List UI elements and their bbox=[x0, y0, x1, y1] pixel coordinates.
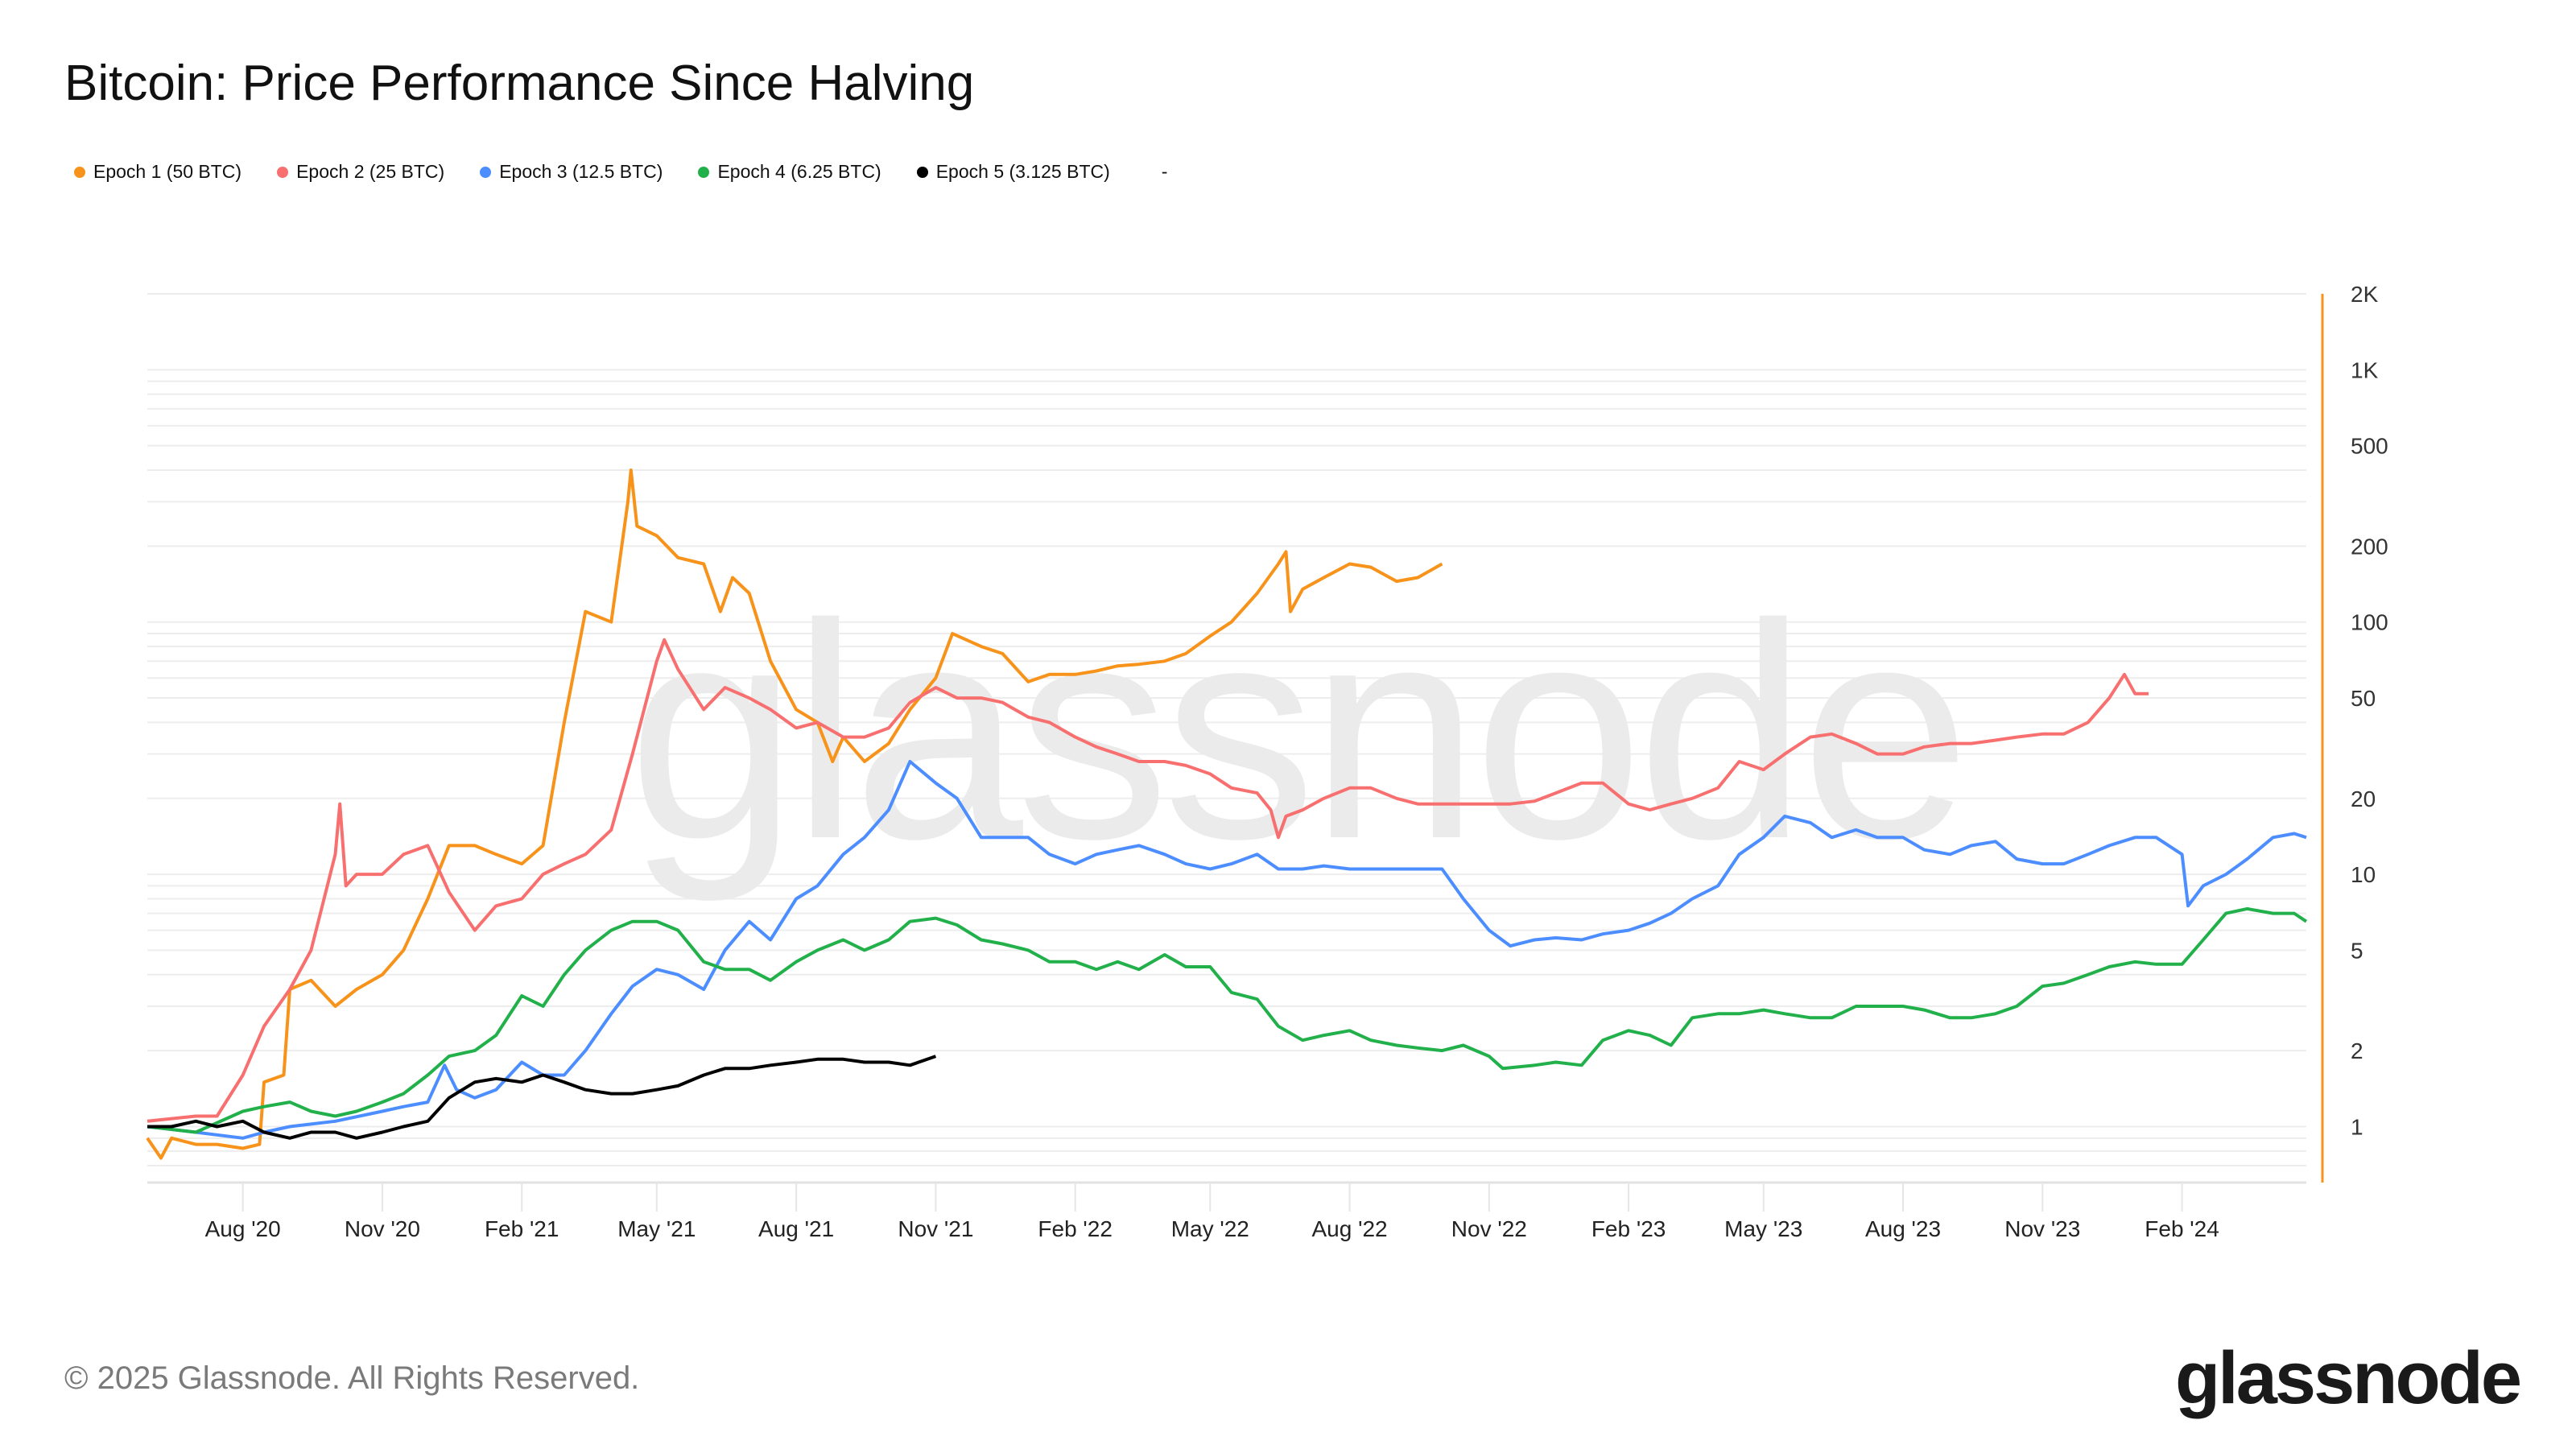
x-tick-label: Aug '23 bbox=[1865, 1216, 1941, 1241]
series-line-epoch-3 bbox=[147, 760, 2307, 1140]
x-tick-label: Aug '21 bbox=[758, 1216, 834, 1241]
legend-label: Epoch 5 (3.125 BTC) bbox=[935, 161, 1110, 182]
legend-label: Epoch 4 (6.25 BTC) bbox=[717, 161, 881, 182]
chart-title: Bitcoin: Price Performance Since Halving bbox=[64, 56, 975, 111]
y-tick-label: 2K bbox=[2351, 282, 2379, 307]
x-tick-label: Nov '20 bbox=[345, 1216, 420, 1241]
x-tick-label: May '21 bbox=[617, 1216, 696, 1241]
legend-item-epoch-3[interactable]: Epoch 3 (12.5 BTC) bbox=[480, 161, 663, 183]
legend-item-epoch-1[interactable]: Epoch 1 (50 BTC) bbox=[74, 161, 242, 183]
x-tick-label: Feb '21 bbox=[485, 1216, 559, 1241]
legend-dot-icon bbox=[74, 166, 85, 178]
series-line-epoch-2 bbox=[147, 638, 2149, 1123]
y-tick-label: 200 bbox=[2351, 534, 2388, 559]
y-tick-label: 20 bbox=[2351, 786, 2376, 811]
y-tick-label: 100 bbox=[2351, 610, 2388, 635]
x-tick-label: Nov '21 bbox=[898, 1216, 973, 1241]
y-tick-label: 50 bbox=[2351, 686, 2376, 711]
x-tick-label: Nov '22 bbox=[1451, 1216, 1527, 1241]
y-tick-label: 10 bbox=[2351, 862, 2376, 887]
x-tick-label: Aug '20 bbox=[205, 1216, 281, 1241]
x-tick-label: Feb '23 bbox=[1591, 1216, 1666, 1241]
series-line-epoch-1 bbox=[146, 469, 1443, 1160]
y-tick-label: 1 bbox=[2351, 1114, 2363, 1139]
legend-label: Epoch 3 (12.5 BTC) bbox=[499, 161, 663, 182]
glassnode-logo: glassnode bbox=[2174, 1337, 2522, 1419]
legend-dot-icon bbox=[698, 166, 710, 178]
legend-dot-icon bbox=[277, 166, 289, 178]
x-tick-label: Feb '24 bbox=[2145, 1216, 2219, 1241]
series-line-epoch-4 bbox=[147, 906, 2308, 1134]
x-tick-label: May '22 bbox=[1171, 1216, 1249, 1241]
legend-extra[interactable]: - bbox=[1161, 161, 1168, 182]
watermark: glassnode bbox=[628, 560, 1964, 904]
y-tick-label: 5 bbox=[2351, 938, 2363, 963]
legend: Epoch 1 (50 BTC) Epoch 2 (25 BTC) Epoch 3 … bbox=[74, 161, 1167, 183]
x-tick-label: May '23 bbox=[1724, 1216, 1802, 1241]
copyright-text: © 2025 Glassnode. All Rights Reserved. bbox=[64, 1360, 640, 1396]
legend-label: Epoch 1 (50 BTC) bbox=[93, 161, 242, 182]
legend-dot-icon bbox=[480, 166, 492, 178]
y-tick-label: 500 bbox=[2351, 434, 2388, 459]
legend-item-epoch-5[interactable]: Epoch 5 (3.125 BTC) bbox=[916, 161, 1110, 183]
x-tick-label: Nov '23 bbox=[2004, 1216, 2080, 1241]
y-tick-label: 2 bbox=[2351, 1038, 2363, 1063]
y-tick-label: 1K bbox=[2351, 357, 2379, 382]
legend-item-epoch-2[interactable]: Epoch 2 (25 BTC) bbox=[277, 161, 444, 183]
x-tick-label: Feb '22 bbox=[1038, 1216, 1113, 1241]
legend-label: Epoch 2 (25 BTC) bbox=[296, 161, 445, 182]
legend-dot-icon bbox=[916, 166, 928, 178]
legend-item-epoch-4[interactable]: Epoch 4 (6.25 BTC) bbox=[698, 161, 881, 183]
x-tick-label: Aug '22 bbox=[1312, 1216, 1388, 1241]
series-line-epoch-5 bbox=[147, 1055, 937, 1140]
